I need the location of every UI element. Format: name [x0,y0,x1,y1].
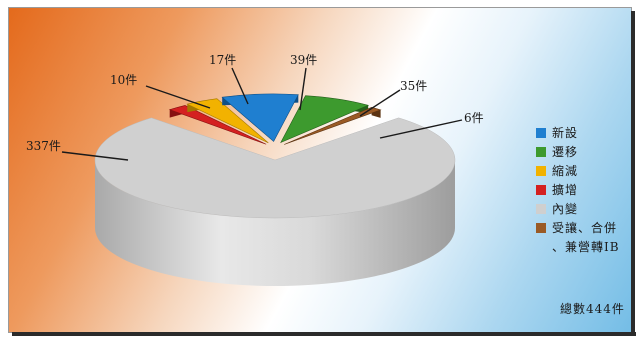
legend: 新設 遷移 縮減 擴增 內變 受讓、合併 、兼營轉IB [536,124,628,257]
leader-line-expand [145,85,211,109]
data-label-reduce: 17件 [209,53,236,67]
slice-top-expand [168,105,267,145]
slice-top-transfer-merger [284,106,382,145]
total-count-label: 總數444件 [560,302,625,316]
data-label-relocate: 35件 [400,79,427,93]
slice-top-relocate [280,95,370,144]
legend-label-expand: 擴增 [552,183,579,197]
legend-item-expand: 擴增 [536,181,628,200]
legend-item-reduce: 縮減 [536,162,628,181]
legend-label-new: 新設 [552,126,579,140]
data-label-internal-change: 337件 [26,139,61,153]
data-label-new: 39件 [290,53,317,67]
legend-swatch-internal-change [536,204,546,214]
leader-line-reduce [231,67,249,105]
leader-line-transfer-merger [379,119,463,139]
legend-swatch-expand [536,185,546,195]
frame-shadow-bottom [12,332,636,336]
legend-label-reduce: 縮減 [552,164,579,178]
data-label-transfer-merger: 6件 [464,111,484,125]
leader-line-relocate [359,89,401,117]
slice-top-reduce [186,98,269,144]
legend-label-relocate: 遷移 [552,145,579,159]
leader-line-new [299,67,307,111]
data-label-expand: 10件 [110,73,137,87]
legend-swatch-new [536,128,546,138]
legend-item-relocate: 遷移 [536,143,628,162]
slice-side-internal-change [95,160,455,286]
legend-item-new: 新設 [536,124,628,143]
legend-swatch-transfer-merger [536,223,546,233]
slice-top-internal-change [94,117,456,219]
legend-label-transfer-merger: 受讓、合併 、兼營轉IB [552,221,620,254]
legend-swatch-reduce [536,166,546,176]
legend-label-internal-change: 內變 [552,202,579,216]
slice-top-new [221,93,299,142]
legend-swatch-relocate [536,147,546,157]
legend-item-internal-change: 內變 [536,200,628,219]
leader-line-internal-change [61,151,129,161]
legend-item-transfer-merger: 受讓、合併 、兼營轉IB [536,219,628,257]
frame-shadow-right [631,11,635,336]
